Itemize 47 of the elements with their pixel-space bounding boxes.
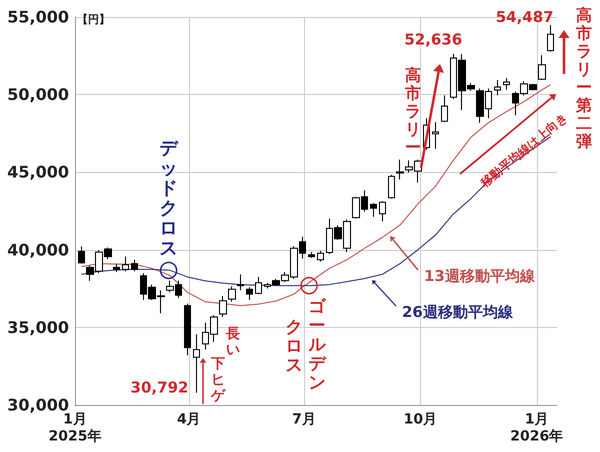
y-tick-label: 40,000 bbox=[7, 240, 69, 260]
candlestick bbox=[396, 159, 404, 180]
candlestick bbox=[184, 303, 191, 356]
text: 高市ラリー第二弾 bbox=[575, 6, 592, 150]
candlestick bbox=[122, 256, 129, 272]
y-tick-label: 30,000 bbox=[7, 396, 69, 414]
annotation: 54,487 bbox=[496, 8, 554, 26]
candlestick bbox=[379, 200, 386, 222]
y-tick-label: 55,000 bbox=[7, 8, 69, 26]
x-tick-label: 4月 bbox=[176, 412, 201, 428]
y-tick-label: 50,000 bbox=[7, 85, 69, 104]
candlestick bbox=[78, 246, 85, 264]
text: 13週移動平均線 bbox=[424, 267, 536, 285]
candlestick bbox=[370, 202, 377, 218]
candlestick bbox=[503, 78, 510, 90]
y-tick-label: 35,000 bbox=[7, 318, 69, 337]
candlestick bbox=[228, 286, 236, 302]
candlestick bbox=[193, 334, 200, 394]
y-axis-title: 【円】 bbox=[77, 13, 110, 26]
x-tick-label: 10月 bbox=[404, 412, 438, 428]
candlestick bbox=[219, 296, 227, 318]
annotation: 30,792 bbox=[130, 378, 188, 397]
candlestick bbox=[547, 24, 554, 52]
candlestick bbox=[255, 276, 262, 295]
x-tick-label: 1月 2026年 bbox=[510, 412, 564, 444]
annotation: 52,636 bbox=[404, 30, 462, 49]
annotation: クロス bbox=[286, 318, 302, 376]
y-tick-label: 45,000 bbox=[7, 162, 69, 182]
annotation: 移動平均線は上向き bbox=[477, 110, 570, 190]
x-tick-label: 1月 2025年 bbox=[48, 412, 102, 444]
candlestick bbox=[538, 54, 546, 81]
candlestick bbox=[308, 252, 315, 258]
candlestick bbox=[317, 250, 324, 262]
candlestick bbox=[131, 259, 138, 272]
annotation: デッドクロス bbox=[160, 138, 180, 259]
candlestick bbox=[494, 80, 501, 96]
x-tick-label: 7月 bbox=[292, 412, 316, 428]
candlestick bbox=[432, 122, 439, 150]
text: 26週移動平均線 bbox=[402, 303, 514, 321]
annotation: ゴールデン bbox=[308, 297, 328, 394]
candlestick bbox=[441, 94, 448, 123]
candlestick bbox=[113, 263, 120, 272]
candlestick bbox=[246, 286, 253, 300]
candlestick bbox=[237, 274, 244, 291]
annotation: 長い下ヒゲ bbox=[210, 326, 240, 404]
annotation: 高市ラリー bbox=[404, 66, 421, 156]
candlestick bbox=[388, 174, 395, 200]
